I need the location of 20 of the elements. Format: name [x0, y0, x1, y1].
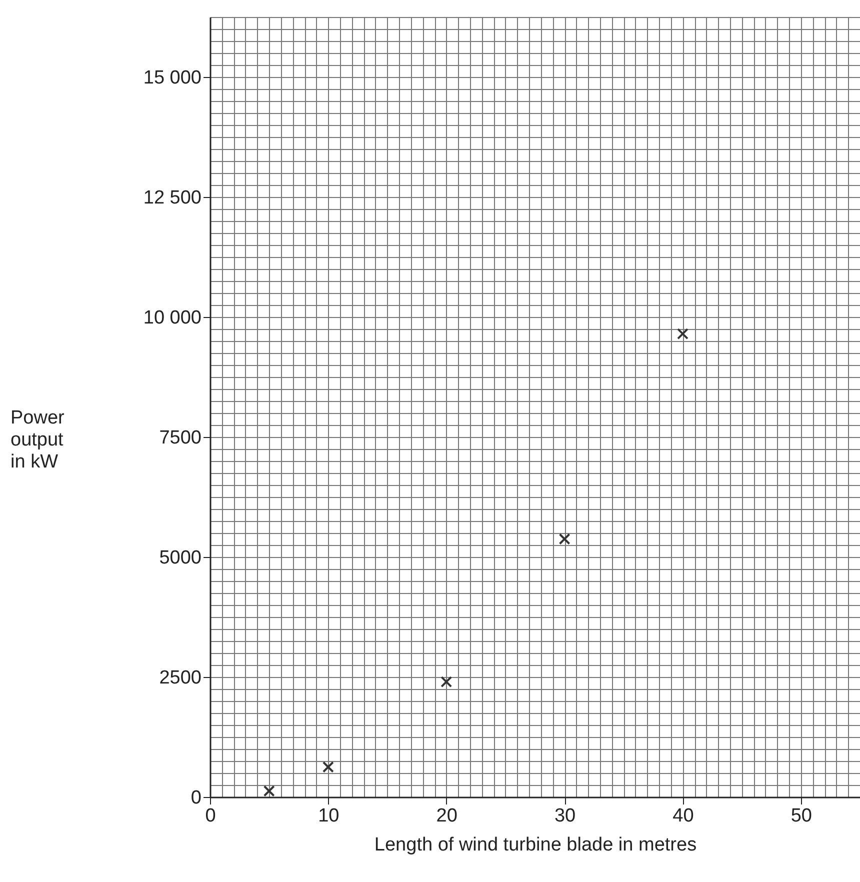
y-tick-label: 10 000 [143, 308, 202, 328]
y-tick-label: 2500 [159, 668, 202, 688]
point [322, 761, 334, 773]
x-tick-label: 0 [205, 806, 216, 826]
y-tick-label: 0 [190, 788, 202, 808]
y-tick-label: 12 500 [143, 188, 202, 208]
y-tick-label: 7500 [159, 428, 202, 448]
point [558, 533, 570, 545]
point [440, 676, 452, 688]
point [676, 328, 688, 340]
x-tick-label: 50 [790, 806, 812, 826]
y-tick-label: 15 000 [143, 68, 202, 88]
x-tick-label: 10 [318, 806, 340, 826]
x-tick-label: 20 [436, 806, 458, 826]
x-axis-title: Length of wind turbine blade in metres [374, 834, 697, 856]
point [263, 785, 275, 797]
x-tick-label: 30 [554, 806, 576, 826]
x-tick-label: 40 [672, 806, 694, 826]
y-axis-title: Power output in kW [10, 408, 66, 472]
y-tick-label: 5000 [159, 548, 202, 568]
